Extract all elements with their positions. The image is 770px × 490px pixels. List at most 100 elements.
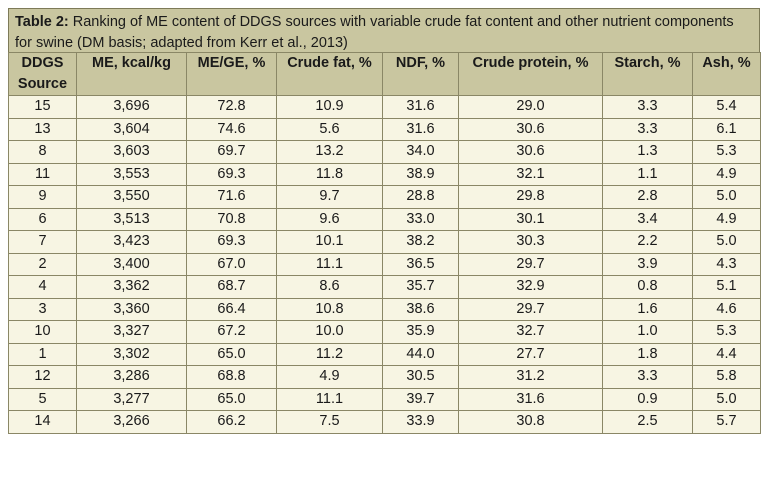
cell-me-ge: 69.7 — [186, 140, 277, 164]
cell-ash: 5.8 — [692, 365, 761, 389]
cell-me: 3,604 — [76, 117, 187, 141]
cell-ddgs-source: 5 — [8, 387, 77, 411]
cell-crude-protein: 30.8 — [458, 410, 603, 434]
cell-me: 3,696 — [76, 95, 187, 119]
cell-starch: 3.3 — [602, 95, 693, 119]
cell-ash: 4.4 — [692, 342, 761, 366]
column-header-crude-fat: Crude fat, % — [276, 52, 383, 96]
cell-me-ge: 68.8 — [186, 365, 277, 389]
cell-crude-fat: 10.8 — [276, 297, 383, 321]
table-row: 2 3,400 67.0 11.1 36.5 29.7 3.9 4.3 — [8, 252, 761, 276]
cell-ndf: 33.0 — [382, 207, 459, 231]
table-row: 7 3,423 69.3 10.1 38.2 30.3 2.2 5.0 — [8, 230, 761, 254]
table-row: 14 3,266 66.2 7.5 33.9 30.8 2.5 5.7 — [8, 410, 761, 434]
cell-crude-fat: 9.7 — [276, 185, 383, 209]
cell-ash: 5.4 — [692, 95, 761, 119]
caption-label: Table 2: — [15, 14, 69, 30]
cell-ash: 5.3 — [692, 140, 761, 164]
cell-ash: 5.0 — [692, 387, 761, 411]
cell-ash: 5.0 — [692, 185, 761, 209]
cell-ddgs-source: 2 — [8, 252, 77, 276]
table-row: 13 3,604 74.6 5.6 31.6 30.6 3.3 6.1 — [8, 117, 761, 141]
cell-crude-protein: 32.1 — [458, 162, 603, 186]
cell-crude-fat: 8.6 — [276, 275, 383, 299]
column-header-ndf: NDF, % — [382, 52, 459, 96]
cell-me: 3,603 — [76, 140, 187, 164]
cell-me-ge: 66.2 — [186, 410, 277, 434]
cell-ndf: 38.9 — [382, 162, 459, 186]
cell-crude-fat: 11.1 — [276, 387, 383, 411]
cell-ddgs-source: 7 — [8, 230, 77, 254]
cell-starch: 1.6 — [602, 297, 693, 321]
cell-ndf: 33.9 — [382, 410, 459, 434]
table-row: 8 3,603 69.7 13.2 34.0 30.6 1.3 5.3 — [8, 140, 761, 164]
cell-ddgs-source: 14 — [8, 410, 77, 434]
cell-crude-fat: 11.1 — [276, 252, 383, 276]
table-row: 11 3,553 69.3 11.8 38.9 32.1 1.1 4.9 — [8, 162, 761, 186]
cell-crude-protein: 30.1 — [458, 207, 603, 231]
cell-me-ge: 66.4 — [186, 297, 277, 321]
cell-ndf: 35.9 — [382, 320, 459, 344]
cell-ash: 6.1 — [692, 117, 761, 141]
cell-crude-fat: 10.0 — [276, 320, 383, 344]
cell-me: 3,277 — [76, 387, 187, 411]
cell-ndf: 31.6 — [382, 117, 459, 141]
cell-ddgs-source: 1 — [8, 342, 77, 366]
cell-me: 3,266 — [76, 410, 187, 434]
column-header-me: ME, kcal/kg — [76, 52, 187, 96]
cell-crude-fat: 5.6 — [276, 117, 383, 141]
table-row: 6 3,513 70.8 9.6 33.0 30.1 3.4 4.9 — [8, 207, 761, 231]
table-row: 5 3,277 65.0 11.1 39.7 31.6 0.9 5.0 — [8, 387, 761, 411]
cell-ash: 5.7 — [692, 410, 761, 434]
cell-ash: 5.0 — [692, 230, 761, 254]
cell-ddgs-source: 3 — [8, 297, 77, 321]
cell-ash: 4.9 — [692, 207, 761, 231]
table-row: 1 3,302 65.0 11.2 44.0 27.7 1.8 4.4 — [8, 342, 761, 366]
cell-starch: 3.3 — [602, 365, 693, 389]
cell-ndf: 34.0 — [382, 140, 459, 164]
cell-starch: 0.9 — [602, 387, 693, 411]
cell-crude-protein: 31.6 — [458, 387, 603, 411]
cell-starch: 3.3 — [602, 117, 693, 141]
cell-starch: 1.3 — [602, 140, 693, 164]
cell-crude-protein: 30.3 — [458, 230, 603, 254]
cell-starch: 2.8 — [602, 185, 693, 209]
cell-me: 3,423 — [76, 230, 187, 254]
cell-ndf: 31.6 — [382, 95, 459, 119]
cell-ddgs-source: 4 — [8, 275, 77, 299]
cell-crude-fat: 11.8 — [276, 162, 383, 186]
column-header-ash: Ash, % — [692, 52, 761, 96]
cell-me-ge: 68.7 — [186, 275, 277, 299]
cell-crude-protein: 32.9 — [458, 275, 603, 299]
column-header-crude-protein: Crude protein, % — [458, 52, 603, 96]
column-header-me-ge: ME/GE, % — [186, 52, 277, 96]
cell-ddgs-source: 8 — [8, 140, 77, 164]
cell-me: 3,362 — [76, 275, 187, 299]
cell-ndf: 36.5 — [382, 252, 459, 276]
cell-crude-fat: 13.2 — [276, 140, 383, 164]
cell-starch: 0.8 — [602, 275, 693, 299]
cell-ash: 4.3 — [692, 252, 761, 276]
cell-ddgs-source: 9 — [8, 185, 77, 209]
cell-crude-protein: 32.7 — [458, 320, 603, 344]
table-row: 9 3,550 71.6 9.7 28.8 29.8 2.8 5.0 — [8, 185, 761, 209]
cell-crude-fat: 7.5 — [276, 410, 383, 434]
data-table: DDGS Source ME, kcal/kg ME/GE, % Crude fa… — [8, 52, 761, 434]
table-row: 4 3,362 68.7 8.6 35.7 32.9 0.8 5.1 — [8, 275, 761, 299]
cell-starch: 3.9 — [602, 252, 693, 276]
cell-ndf: 38.2 — [382, 230, 459, 254]
cell-crude-fat: 10.9 — [276, 95, 383, 119]
cell-ddgs-source: 6 — [8, 207, 77, 231]
cell-ndf: 28.8 — [382, 185, 459, 209]
cell-ddgs-source: 12 — [8, 365, 77, 389]
cell-starch: 1.0 — [602, 320, 693, 344]
cell-crude-protein: 29.7 — [458, 297, 603, 321]
cell-ddgs-source: 15 — [8, 95, 77, 119]
cell-ddgs-source: 11 — [8, 162, 77, 186]
cell-crude-protein: 29.0 — [458, 95, 603, 119]
cell-me-ge: 71.6 — [186, 185, 277, 209]
cell-me: 3,286 — [76, 365, 187, 389]
caption-text: Ranking of ME content of DDGS sources wi… — [15, 14, 734, 51]
cell-ndf: 39.7 — [382, 387, 459, 411]
table-row: 12 3,286 68.8 4.9 30.5 31.2 3.3 5.8 — [8, 365, 761, 389]
